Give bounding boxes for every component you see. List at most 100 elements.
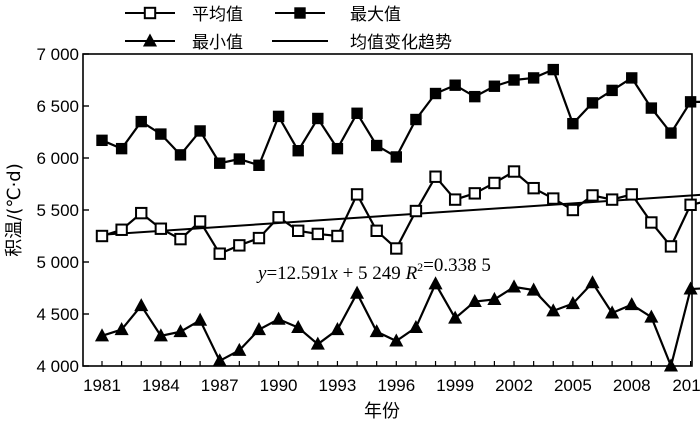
data-point [351,107,363,119]
data-point [488,176,501,190]
data-point [173,324,188,338]
data-point [468,187,481,200]
data-point [154,222,168,235]
data-point [566,203,580,217]
data-point [448,310,463,324]
data-point [645,102,658,114]
data-point [526,282,541,296]
x-tick-label: 1987 [201,376,239,395]
legend-label: 最大值 [350,5,401,25]
data-point [115,142,128,155]
data-point [114,322,129,336]
data-point [428,276,443,290]
data-point [665,127,677,139]
legend-marker [143,6,157,20]
data-point [683,281,698,295]
data-point [233,153,246,165]
data-point [389,333,404,347]
data-point [467,293,482,308]
data-point [663,358,679,372]
data-point [194,125,206,137]
data-point [664,240,678,253]
data-point [527,181,540,195]
data-point [96,134,108,147]
data-point [310,336,325,350]
data-point [488,80,501,92]
data-point [153,328,168,342]
data-point [155,128,167,140]
y-tick-label: 5 500 [36,201,79,220]
legend-label: 均值变化趋势 [350,33,452,53]
data-point [585,275,600,289]
data-point [95,229,109,243]
data-point [312,112,324,125]
data-point [625,188,638,201]
data-point [408,319,423,334]
data-point [292,224,305,238]
series-line [101,68,700,167]
data-point [232,342,247,356]
data-point [448,193,462,206]
legend-label: 平均值 [192,5,243,25]
y-tick-label: 5 000 [36,253,79,272]
axes: 4 000 4 500 5 000 5 500 6 000 6 500 7 000 1981 1… [36,45,700,395]
data-point [508,74,520,86]
data-point [135,206,148,220]
data-point [429,87,442,100]
data-point [193,312,208,326]
y-tick-label: 4 000 [36,357,79,376]
data-point [291,319,306,334]
series-line [101,170,700,256]
data-point [626,72,638,84]
data-point [684,198,697,212]
x-axis-label: 年份 [364,401,400,422]
x-tick-label: 1999 [436,376,474,395]
trend-equation: y=12.591x + 5 249 R2=0.338 5 [256,255,491,284]
data-point [135,115,147,128]
data-point [115,223,128,236]
legend-marker [142,33,158,47]
data-point [506,279,522,293]
data-point [547,63,559,76]
data-point [645,216,658,229]
data-point [214,157,226,169]
data-point [586,97,599,109]
data-point [251,322,266,336]
data-point [369,324,384,338]
data-point [311,227,325,241]
data-point [94,328,110,342]
data-point [567,117,579,130]
x-tick-label: 2011 [672,376,700,395]
data-point [134,298,149,312]
data-point [272,211,285,224]
data-point [487,291,502,305]
series-layer [94,63,700,372]
trend-line [101,193,700,236]
data-point [350,188,364,201]
legend-label: 最小值 [192,33,243,53]
data-point [253,159,265,171]
data-point [174,149,187,161]
data-point [330,322,345,336]
data-point [370,139,383,152]
y-axis-label: 积温/(℃·d) [4,163,25,256]
data-point [193,215,207,228]
data-point [252,231,266,245]
y-tick-label: 6 500 [36,97,79,116]
x-tick-label: 1996 [377,376,415,395]
data-point [606,84,618,97]
data-point [272,110,285,123]
data-point [429,170,442,183]
data-point [390,242,403,255]
x-tick-label: 1993 [319,376,357,395]
data-point [390,151,403,163]
data-point [410,113,422,126]
x-tick-label: 1984 [142,376,180,395]
data-point [233,239,246,252]
x-tick-label: 2008 [613,376,651,395]
legend-marker [294,7,306,19]
y-tick-label: 7 000 [36,45,79,64]
x-tick-label: 2002 [495,376,533,395]
data-point [174,232,187,246]
